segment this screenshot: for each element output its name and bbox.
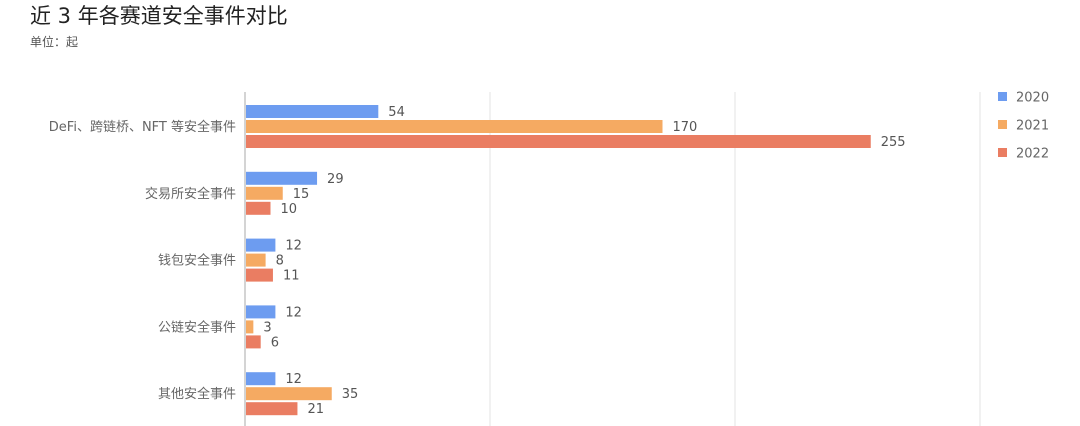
category-label: 交易所安全事件 [145, 186, 236, 202]
bar-2021 [246, 387, 332, 401]
bar-2022 [246, 335, 261, 349]
legend: 2020 2021 2022 [998, 91, 1049, 162]
legend-label: 2020 [1016, 91, 1049, 106]
chart-title: 近 3 年各赛道安全事件对比 [30, 4, 288, 28]
data-label: 35 [342, 387, 359, 402]
bars [246, 105, 871, 416]
legend-label: 2022 [1016, 147, 1049, 162]
data-label: 255 [881, 135, 906, 150]
bar-2022 [246, 268, 273, 282]
bar-2022 [246, 201, 271, 215]
category-label: 钱包安全事件 [158, 253, 236, 269]
bar-2020 [246, 305, 276, 319]
data-label: 12 [285, 239, 302, 254]
data-label: 10 [281, 202, 298, 217]
data-label: 29 [327, 172, 344, 187]
data-label: 54 [388, 105, 405, 120]
legend-swatch [998, 92, 1007, 101]
legend-label: 2021 [1016, 119, 1049, 134]
bar-2020 [246, 171, 318, 185]
category-label: DeFi、跨链桥、NFT 等安全事件 [49, 119, 236, 135]
bar-2021 [246, 186, 283, 200]
data-label: 12 [285, 372, 302, 387]
bar-2022 [246, 402, 298, 416]
data-label: 11 [283, 269, 300, 284]
data-label: 6 [271, 335, 279, 350]
legend-swatch [998, 120, 1007, 129]
bar-2021 [246, 120, 663, 133]
data-label: 3 [263, 320, 271, 335]
bar-2020 [246, 105, 379, 118]
bar-2021 [246, 320, 254, 334]
data-label: 15 [293, 187, 310, 202]
category-label: 公链安全事件 [158, 319, 236, 335]
category-label: 其他安全事件 [158, 386, 236, 402]
bar-2022 [246, 135, 871, 148]
data-label: 8 [276, 254, 284, 269]
bar-2020 [246, 238, 276, 252]
data-label: 12 [285, 305, 302, 320]
bar-2020 [246, 372, 276, 386]
data-label: 21 [307, 402, 324, 417]
chart-unit: 单位：起 [30, 35, 79, 49]
legend-swatch [998, 148, 1007, 157]
data-label: 170 [673, 120, 698, 135]
bar-2021 [246, 253, 266, 267]
